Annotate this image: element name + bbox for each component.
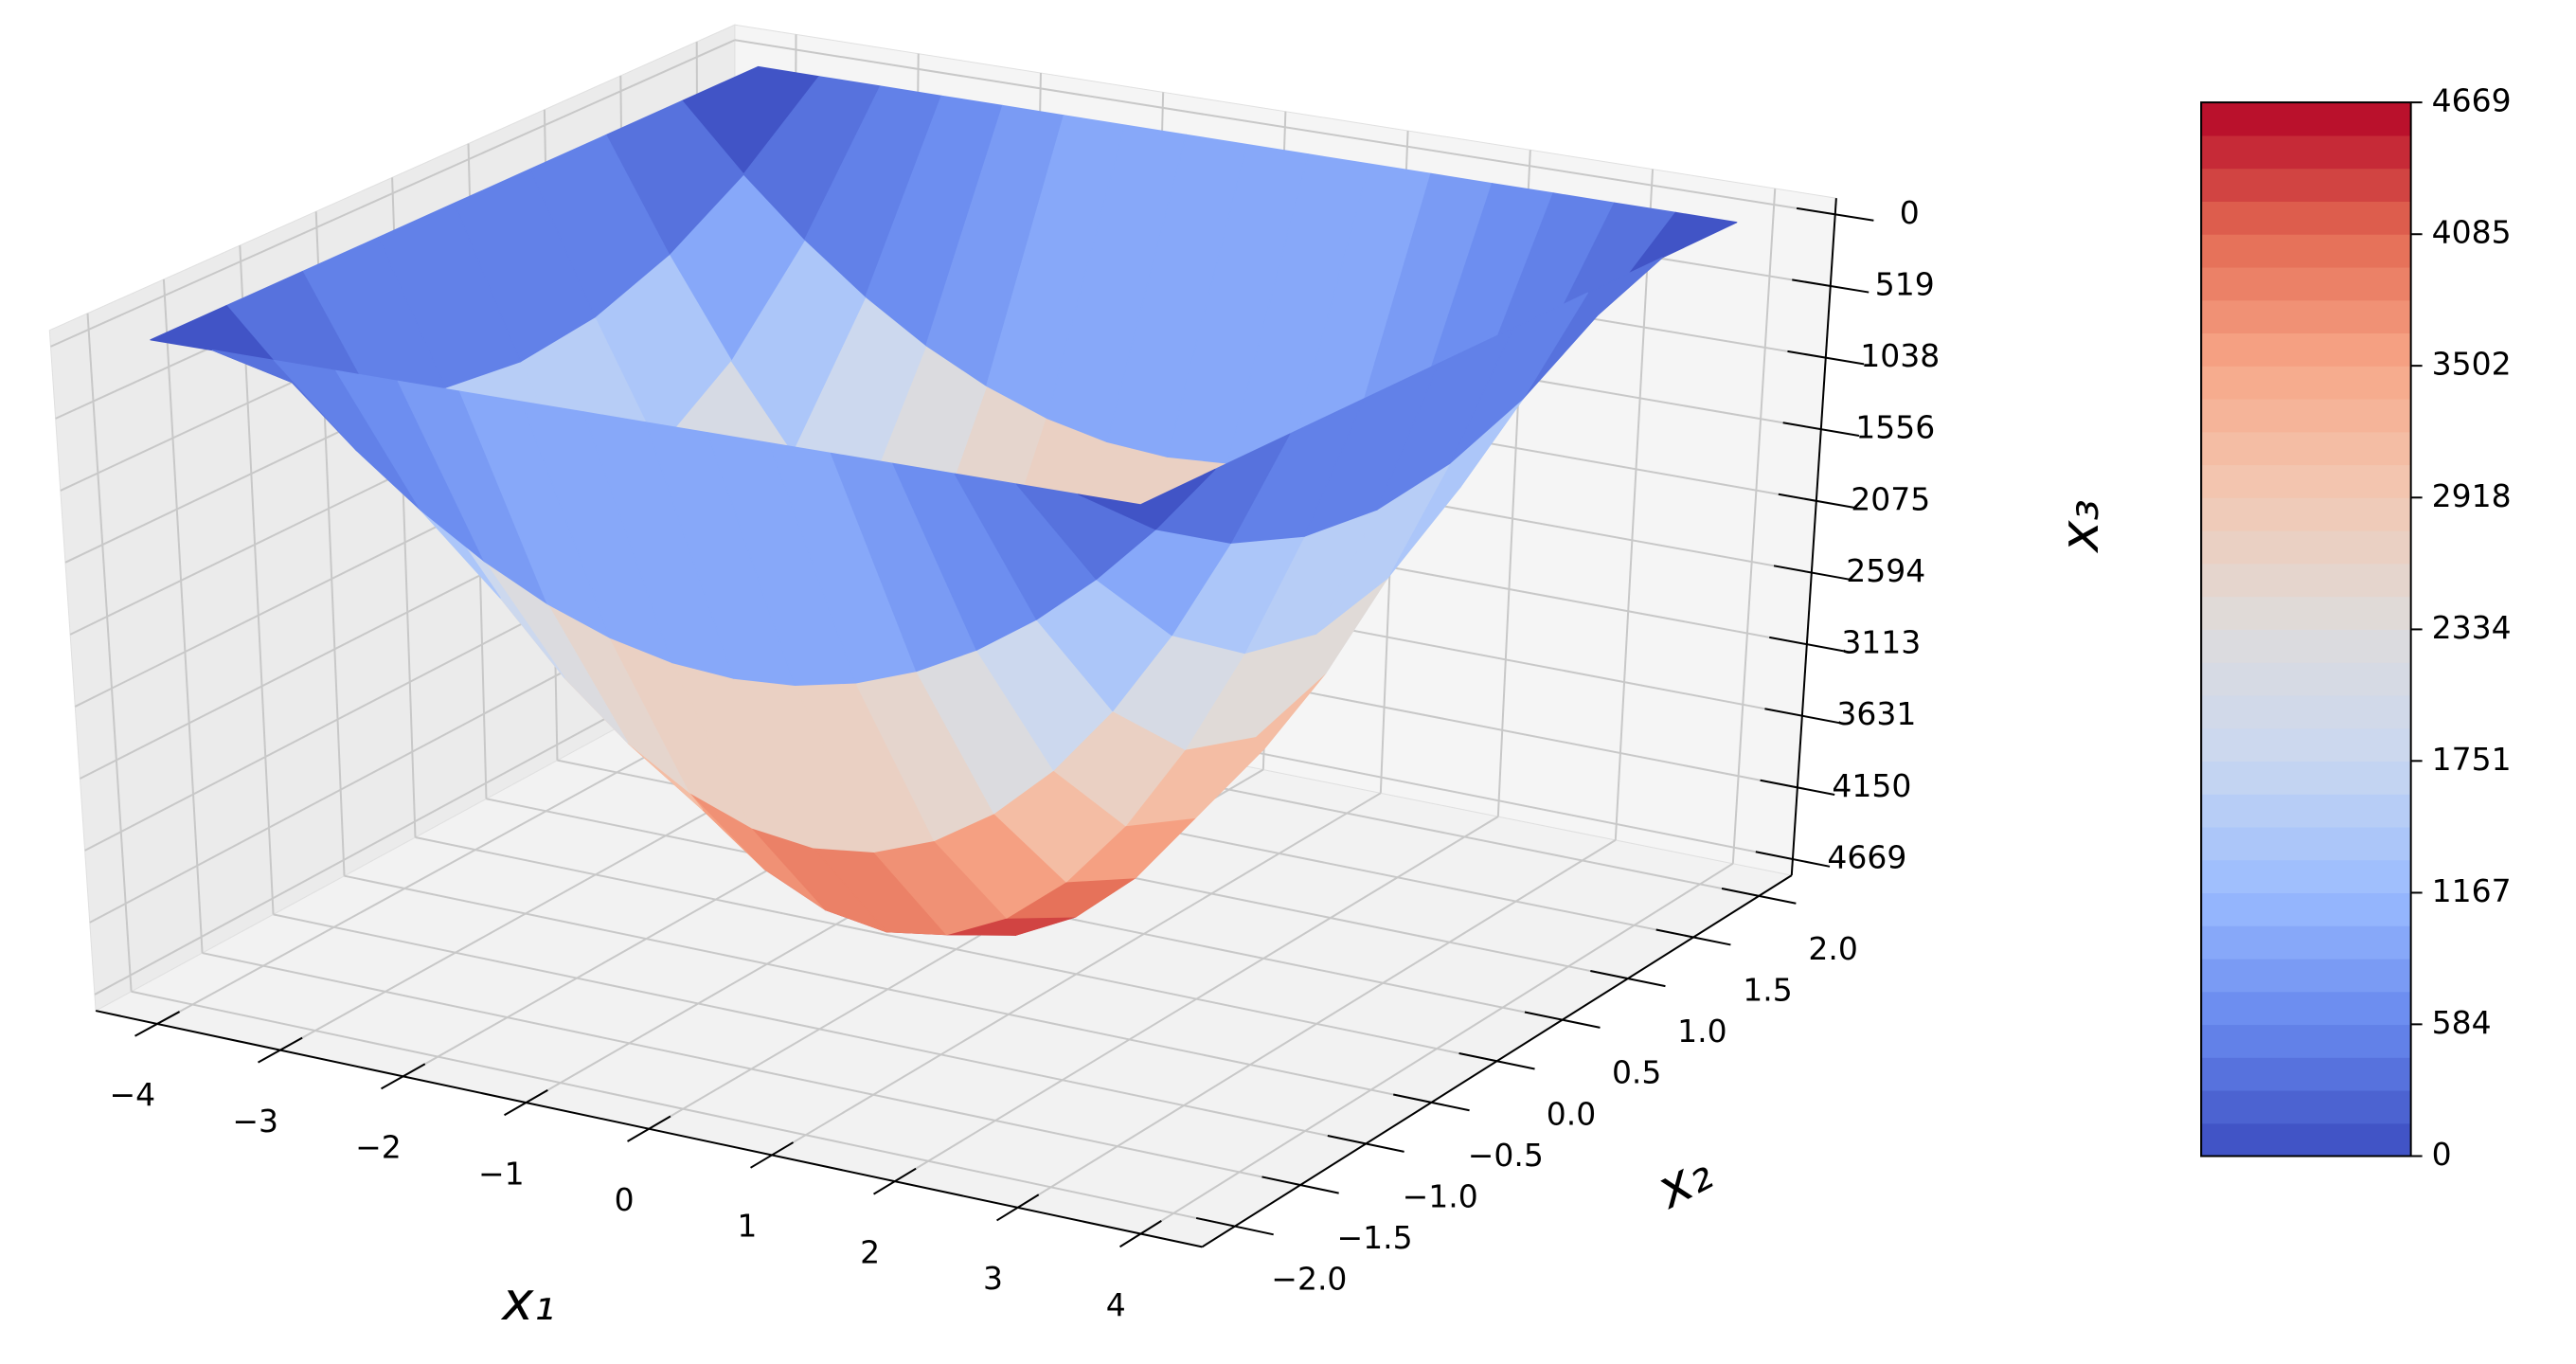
colorbar-band	[2201, 826, 2411, 861]
colorbar-band	[2201, 398, 2411, 433]
y-tick-label: −1.5	[1336, 1219, 1412, 1256]
colorbar-band	[2201, 201, 2411, 235]
x-tick-label: −4	[110, 1076, 156, 1113]
colorbar-band	[2201, 859, 2411, 894]
x-tick-label: 0	[615, 1181, 635, 1218]
z-tick-label: 1556	[1855, 409, 1935, 446]
colorbar-layer: 0 584 1167 1751 2334 2918 3502 4085 4669	[2200, 82, 2512, 1173]
grid-line	[344, 874, 1432, 1104]
colorbar-tick-label: 0	[2432, 1136, 2452, 1173]
surface-facet	[1078, 469, 1216, 530]
colorbar-band	[2201, 530, 2411, 565]
colorbar-band	[2201, 1122, 2411, 1158]
colorbar-band	[2201, 464, 2411, 498]
colorbar-tick-label: 1751	[2432, 741, 2512, 778]
x-tick-label: −3	[232, 1103, 278, 1140]
grid-line	[131, 990, 1236, 1228]
colorbar-band	[2201, 497, 2411, 531]
z-tick-label: 3113	[1841, 624, 1921, 661]
grid-line	[273, 913, 1367, 1145]
grid-line	[162, 278, 204, 954]
colorbar-band	[2201, 266, 2411, 301]
x-tick-label: 4	[1106, 1286, 1126, 1323]
colorbar-tick-label: 3502	[2432, 346, 2512, 383]
y-tick-label: 2.0	[1808, 930, 1857, 967]
colorbar-band	[2201, 299, 2411, 334]
colorbar-band	[2201, 366, 2411, 400]
colorbar-frame	[2200, 101, 2412, 1158]
colorbar-band	[2201, 662, 2411, 696]
colorbar-band	[2201, 694, 2411, 729]
y-tick-label: 1.0	[1677, 1013, 1726, 1050]
colorbar-band	[2201, 234, 2411, 268]
grid-line	[1731, 188, 1777, 864]
colorbar-band	[2201, 1089, 2411, 1124]
colorbar-tick-label: 2334	[2432, 609, 2512, 646]
x-tick-label: −2	[355, 1129, 402, 1166]
colorbar-tick-label: 1167	[2432, 872, 2512, 909]
grid-line	[1614, 169, 1655, 840]
colorbar-band	[2201, 991, 2411, 1026]
colorbar-tick-label: 2918	[2432, 477, 2512, 514]
colorbar-band	[2201, 135, 2411, 170]
grid-line	[202, 952, 1301, 1187]
y-tick-label: −2.0	[1271, 1261, 1347, 1298]
grid-line	[86, 313, 133, 992]
z-tick-label: 4150	[1832, 767, 1911, 804]
colorbar-band	[2201, 168, 2411, 202]
x-tick-label: 3	[983, 1260, 1003, 1297]
y-tick-label: 0.5	[1612, 1054, 1661, 1091]
colorbar-band	[2201, 431, 2411, 466]
z-tick-label: 3631	[1836, 695, 1916, 732]
z-tick-label: 519	[1875, 265, 1935, 302]
labels-layer: −4 −3 −2 −1 0 1 2 3 4 −2.0 −1.5 −1.0−0.50.0 0.5 1.0 1.…	[110, 194, 1941, 1323]
colorbar-tick-label: 584	[2432, 1004, 2492, 1041]
z-tick-label: 1038	[1860, 337, 1940, 374]
colorbar-band	[2201, 727, 2411, 762]
colorbar-tick-label: 4669	[2432, 82, 2512, 119]
colorbar-band	[2201, 761, 2411, 795]
grid-line	[734, 39, 1835, 216]
colorbar-band	[2201, 102, 2411, 136]
y-tick-label: 1.5	[1743, 972, 1792, 1009]
x-axis-label: x₁	[500, 1271, 555, 1333]
y-tick-label: −0.5	[1468, 1137, 1544, 1174]
colorbar-band	[2201, 332, 2411, 367]
colorbar-tick-label: 4085	[2432, 214, 2512, 251]
colorbar-band	[2201, 794, 2411, 828]
y-axis-line	[1201, 874, 1793, 1248]
z-tick-label: 2594	[1846, 552, 1925, 589]
colorbar-band	[2201, 1024, 2411, 1058]
colorbar-band	[2201, 563, 2411, 598]
colorbar-band	[2201, 629, 2411, 663]
z-tick-label: 4669	[1827, 839, 1906, 876]
x-tick-label: 2	[860, 1233, 880, 1270]
grid-line	[50, 39, 736, 348]
z-axis-line	[1790, 198, 1837, 876]
y-tick-label: −1.0	[1403, 1177, 1478, 1214]
surface-layer	[150, 65, 1738, 936]
colorbar-band	[2201, 1057, 2411, 1091]
y-tick-label: 0.0	[1547, 1095, 1596, 1132]
z-tick-label: 0	[1900, 194, 1920, 231]
colorbar-band	[2201, 925, 2411, 960]
z-axis-label: x₃	[2049, 499, 2111, 554]
x-tick-label: −1	[478, 1155, 525, 1192]
x-axis-line	[95, 1010, 1203, 1248]
colorbar-band	[2201, 596, 2411, 630]
z-tick-label: 2075	[1851, 480, 1930, 517]
x-tick-label: 1	[737, 1208, 757, 1245]
colorbar-band	[2201, 958, 2411, 993]
axes-layer	[95, 198, 1874, 1248]
colorbar-band	[2201, 892, 2411, 926]
y-axis-label: x₂	[1645, 1141, 1722, 1221]
grid-line	[415, 836, 1497, 1063]
